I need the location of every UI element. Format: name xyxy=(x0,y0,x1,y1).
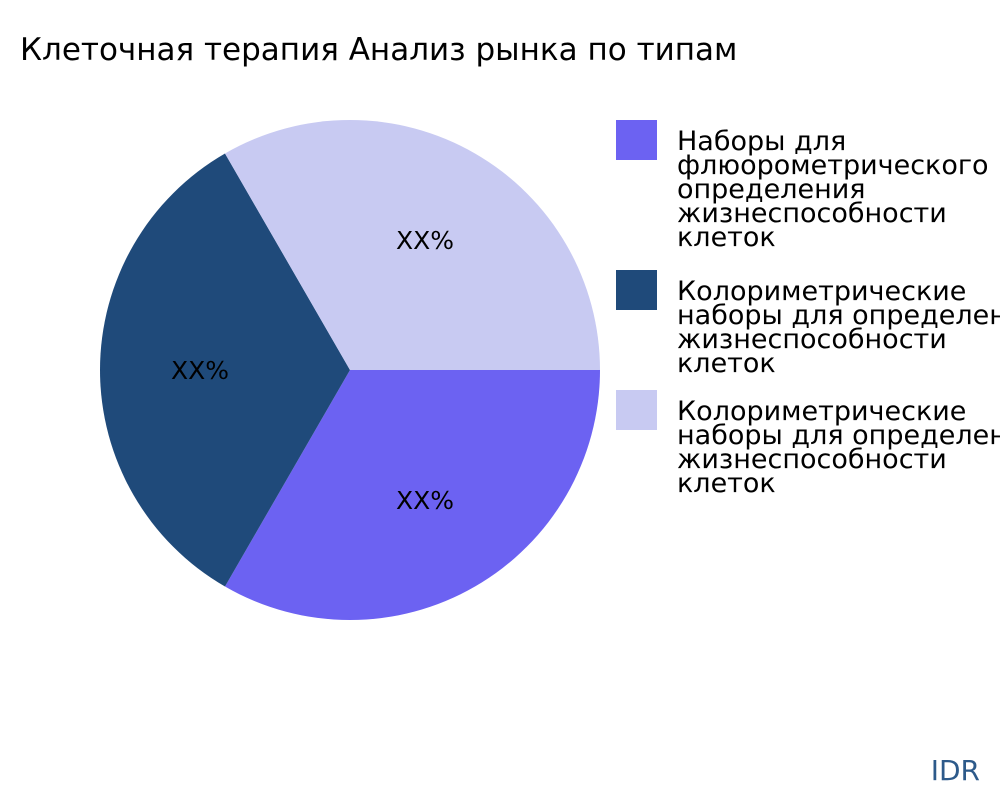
slice-label: XX% xyxy=(171,356,229,385)
legend-swatch[interactable] xyxy=(616,390,657,430)
pie-slice[interactable] xyxy=(225,119,600,370)
watermark-logo: IDR xyxy=(931,754,980,787)
slice-label: XX% xyxy=(396,486,454,515)
pie-slice[interactable] xyxy=(225,370,600,620)
legend-swatch[interactable] xyxy=(616,120,657,160)
legend-swatch[interactable] xyxy=(616,270,657,310)
legend-label[interactable]: Наборы для флюорометрического определения ж… xyxy=(677,126,989,253)
slice-label: XX% xyxy=(396,226,454,255)
chart-title: Клеточная терапия Анализ рынка по типам xyxy=(20,32,737,68)
